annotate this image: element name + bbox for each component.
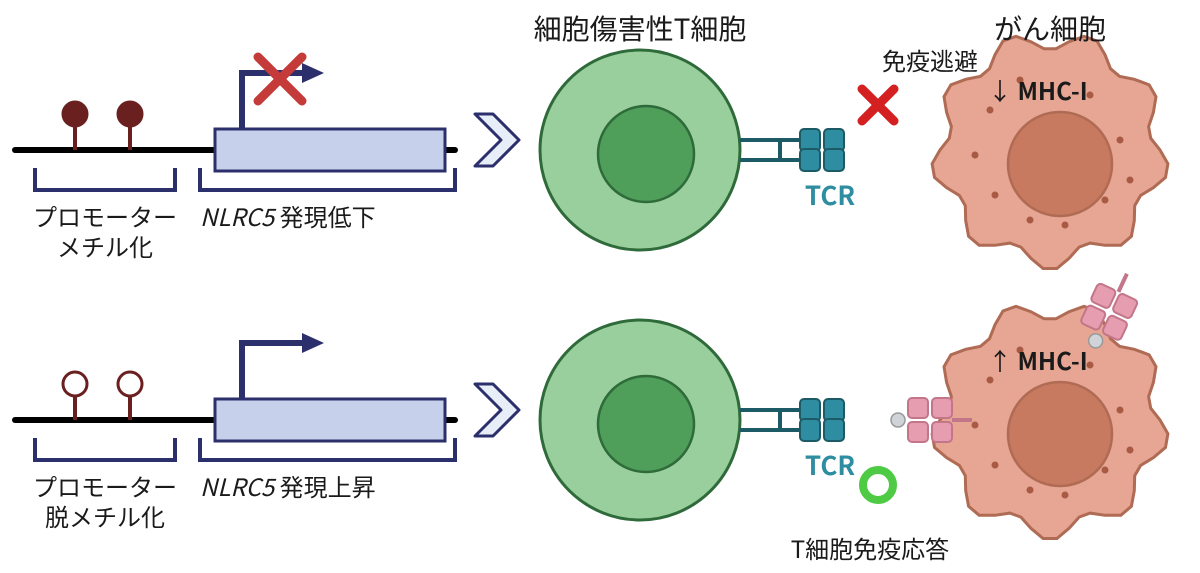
promoter-label-2b: 脱メチル化 <box>45 498 165 533</box>
header-cancer: がん細胞 <box>994 8 1106 48</box>
immune-evasion-label: 免疫逃避 <box>882 42 978 77</box>
mhc-down-label: ↓ MHC-I <box>988 72 1088 107</box>
gene-label-1: NLRC5 発現低下 <box>200 198 376 233</box>
tcell-response-label: T細胞免疫応答 <box>791 530 949 565</box>
gene-label-2: NLRC5 発現上昇 <box>200 468 376 503</box>
mhc-up-label: ↑ MHC-I <box>988 342 1088 377</box>
promoter-label-1b: メチル化 <box>57 228 153 263</box>
tcr-label-2: TCR <box>805 446 855 483</box>
tcr-label-1: TCR <box>805 176 855 213</box>
header-tcell: 細胞傷害性T細胞 <box>534 8 747 48</box>
